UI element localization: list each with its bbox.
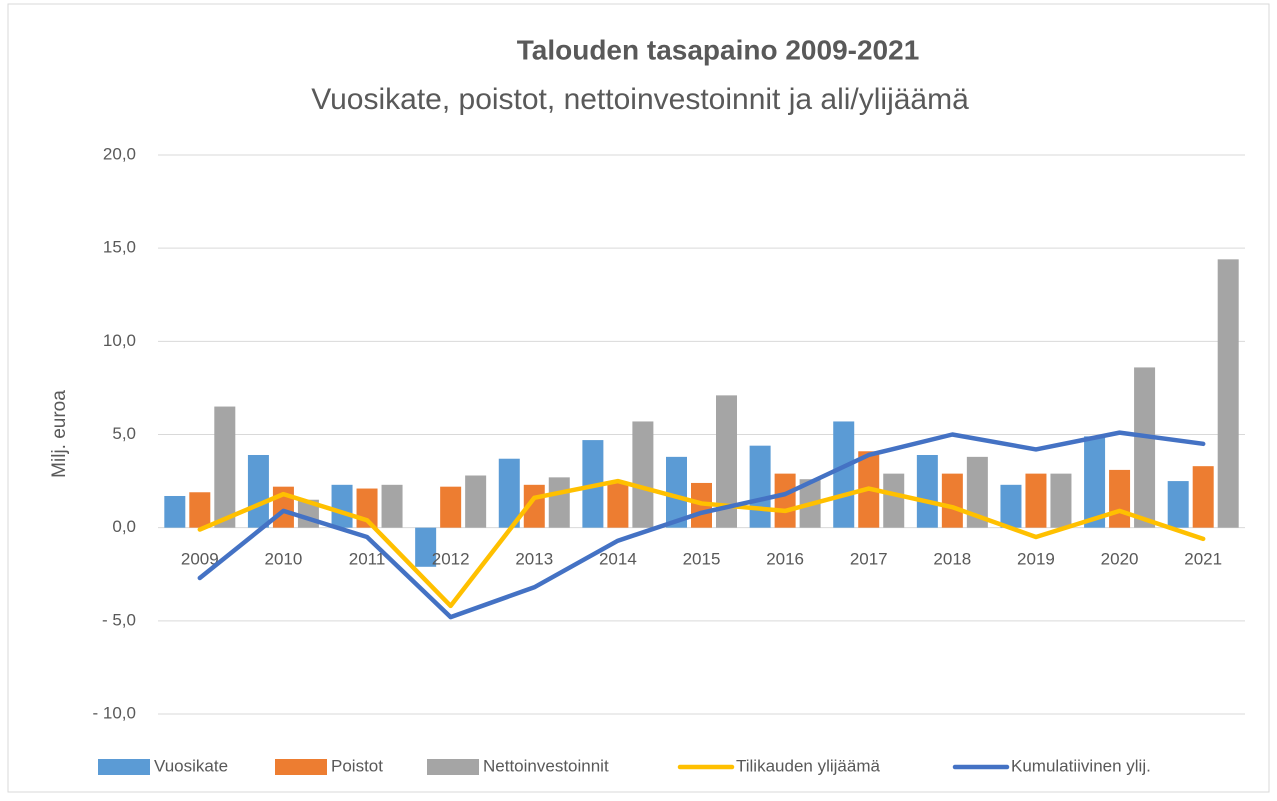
y-tick-label: 5,0 bbox=[112, 424, 136, 443]
bar bbox=[1134, 367, 1156, 528]
chart-border bbox=[7, 3, 1270, 793]
y-tick-label: - 10,0 bbox=[93, 703, 136, 722]
y-tick-label: 10,0 bbox=[103, 331, 136, 350]
x-tick-label: 2011 bbox=[349, 549, 386, 568]
x-tick-label: 2021 bbox=[1184, 549, 1222, 568]
bar bbox=[1025, 473, 1047, 528]
bar bbox=[440, 486, 462, 528]
bar bbox=[415, 527, 437, 567]
bar bbox=[331, 484, 353, 528]
bar bbox=[1050, 473, 1072, 528]
line-series bbox=[197, 430, 1206, 620]
bar bbox=[1000, 484, 1022, 528]
bar bbox=[381, 484, 403, 528]
x-tick-label: 2018 bbox=[933, 549, 971, 568]
x-tick-label: 2017 bbox=[850, 549, 888, 568]
y-tick-label: - 5,0 bbox=[102, 610, 136, 629]
bar bbox=[164, 495, 186, 528]
y-tick-label: 15,0 bbox=[103, 238, 136, 257]
legend-swatch bbox=[98, 759, 150, 775]
line-series bbox=[197, 478, 1206, 609]
bar bbox=[607, 482, 629, 528]
bar bbox=[498, 458, 520, 528]
x-tick-label: 2013 bbox=[515, 549, 553, 568]
bar bbox=[966, 456, 988, 528]
bar bbox=[833, 421, 855, 528]
y-tick-label: 0,0 bbox=[112, 517, 136, 536]
bar bbox=[1084, 436, 1106, 528]
legend-swatch bbox=[275, 759, 327, 775]
legend-label: Kumulatiivinen ylij. bbox=[1011, 756, 1151, 775]
bar bbox=[1167, 481, 1189, 528]
x-tick-label: 2012 bbox=[432, 549, 470, 568]
bar bbox=[774, 473, 796, 528]
bar bbox=[666, 456, 687, 528]
x-tick-label: 2010 bbox=[265, 549, 303, 568]
bar bbox=[916, 454, 938, 528]
legend-swatch bbox=[427, 759, 479, 775]
bar bbox=[749, 445, 771, 528]
bar bbox=[465, 475, 487, 528]
bar bbox=[247, 454, 269, 528]
y-axis-label: Milj. euroa bbox=[49, 390, 70, 478]
x-tick-label: 2016 bbox=[766, 549, 804, 568]
legend-label: Poistot bbox=[331, 756, 383, 775]
bar bbox=[214, 406, 236, 528]
x-tick-label: 2009 bbox=[181, 549, 219, 568]
x-tick-label: 2015 bbox=[683, 549, 721, 568]
bar bbox=[941, 473, 963, 528]
x-tick-label: 2019 bbox=[1017, 549, 1055, 568]
bar bbox=[548, 477, 570, 528]
legend-label: Tilikauden ylijäämä bbox=[736, 756, 880, 775]
chart-subtitle: Vuosikate, poistot, nettoinvestoinnit ja… bbox=[311, 83, 969, 116]
bar bbox=[632, 421, 654, 528]
chart-title: Talouden tasapaino 2009-2021 bbox=[517, 34, 920, 65]
legend-label: Vuosikate bbox=[154, 756, 228, 775]
y-tick-label: 20,0 bbox=[103, 144, 136, 163]
bar bbox=[1109, 469, 1131, 528]
x-tick-label: 2020 bbox=[1101, 549, 1139, 568]
bar bbox=[883, 473, 905, 528]
legend-label: Nettoinvestoinnit bbox=[483, 756, 609, 775]
bar bbox=[716, 395, 737, 528]
bar bbox=[189, 492, 211, 528]
bar bbox=[1217, 259, 1239, 528]
x-tick-label: 2014 bbox=[599, 549, 637, 568]
bar bbox=[1192, 466, 1214, 528]
